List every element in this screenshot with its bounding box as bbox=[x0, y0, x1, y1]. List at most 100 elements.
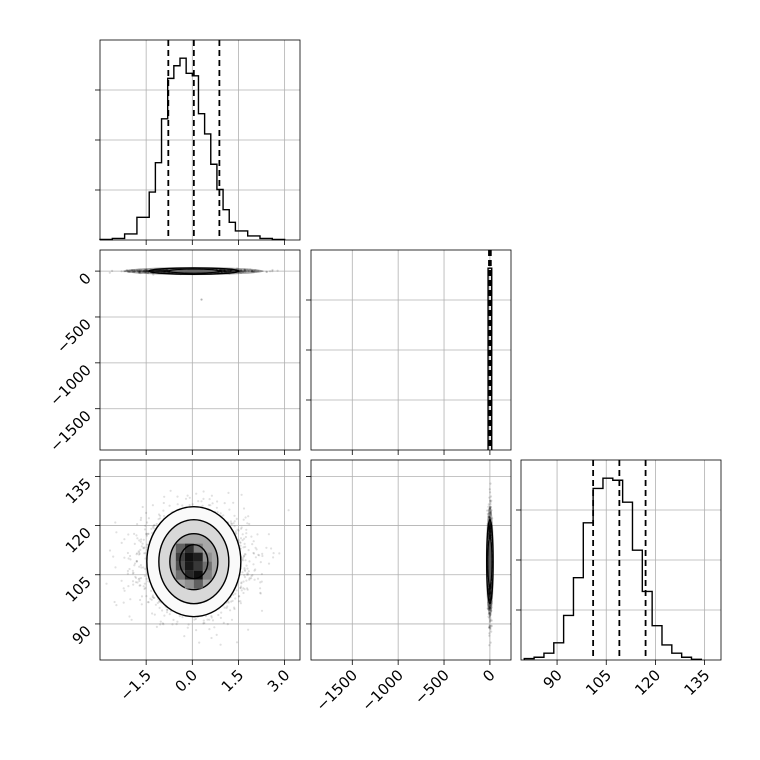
sample-point bbox=[145, 577, 148, 580]
sample-point bbox=[194, 269, 197, 272]
sample-point bbox=[129, 554, 132, 558]
sample-point bbox=[206, 269, 209, 273]
sample-point bbox=[182, 270, 185, 273]
sample-point bbox=[192, 270, 195, 274]
sample-point bbox=[489, 556, 492, 559]
sample-point bbox=[138, 539, 141, 542]
sample-point bbox=[157, 513, 161, 516]
sample-point bbox=[186, 270, 190, 273]
sample-point bbox=[192, 270, 195, 273]
sample-point bbox=[488, 573, 492, 576]
sample-point bbox=[186, 269, 189, 272]
sample-point bbox=[241, 558, 244, 561]
sample-point bbox=[488, 559, 491, 562]
sample-point bbox=[163, 495, 166, 498]
sample-point bbox=[152, 527, 155, 530]
panel-p1-p2: −1500−1000 −500 0 bbox=[306, 459, 512, 715]
sample-point bbox=[488, 558, 491, 562]
sample-point bbox=[489, 506, 492, 509]
sample-point bbox=[152, 270, 155, 273]
sample-point bbox=[145, 270, 148, 273]
sample-point bbox=[191, 269, 194, 272]
sample-point bbox=[158, 270, 161, 273]
sample-point bbox=[133, 270, 136, 273]
sample-point bbox=[145, 595, 148, 598]
sample-point bbox=[487, 588, 491, 591]
sample-point bbox=[147, 517, 150, 520]
sample-point bbox=[226, 605, 229, 608]
sample-point bbox=[488, 579, 491, 582]
sample-point bbox=[163, 271, 166, 274]
sample-point bbox=[489, 571, 492, 575]
panel-hist-p2: 90 105 120 135 bbox=[516, 459, 722, 699]
sample-point bbox=[488, 566, 491, 570]
sample-point bbox=[174, 270, 177, 273]
sample-point bbox=[220, 269, 223, 273]
sample-point bbox=[195, 269, 198, 273]
sample-point bbox=[489, 499, 492, 502]
sample-point bbox=[179, 269, 183, 272]
sample-point bbox=[171, 623, 174, 626]
sample-point bbox=[166, 269, 169, 272]
sample-point bbox=[489, 560, 492, 564]
sample-point bbox=[140, 516, 143, 520]
sample-point bbox=[489, 587, 492, 590]
sample-point bbox=[213, 626, 216, 629]
sample-point bbox=[220, 611, 223, 614]
sample-point bbox=[176, 270, 179, 273]
sample-point bbox=[489, 551, 492, 555]
sample-point bbox=[488, 549, 491, 552]
sample-point bbox=[220, 270, 223, 273]
sample-point bbox=[142, 538, 145, 541]
sample-point bbox=[222, 269, 225, 272]
sample-point bbox=[188, 269, 191, 273]
sample-point bbox=[186, 269, 189, 272]
sample-point bbox=[195, 269, 198, 272]
sample-point bbox=[260, 572, 263, 576]
sample-point bbox=[136, 581, 139, 584]
sample-point bbox=[174, 269, 177, 272]
sample-point bbox=[195, 270, 198, 273]
sample-point bbox=[181, 270, 184, 273]
sample-point bbox=[219, 269, 222, 272]
sample-point bbox=[163, 269, 167, 273]
sample-point bbox=[198, 269, 201, 273]
sample-point bbox=[140, 566, 143, 569]
sample-point bbox=[488, 552, 492, 555]
sample-point bbox=[182, 269, 185, 273]
sample-point bbox=[185, 269, 189, 272]
sample-point bbox=[194, 270, 197, 273]
sample-point bbox=[185, 270, 188, 273]
sample-point bbox=[489, 533, 492, 536]
sample-point bbox=[257, 269, 260, 273]
sample-point bbox=[489, 573, 492, 576]
sample-point bbox=[202, 270, 205, 273]
sample-point bbox=[489, 495, 493, 498]
sample-point bbox=[156, 270, 159, 273]
sample-point bbox=[192, 269, 195, 272]
sample-point bbox=[228, 269, 231, 273]
sample-point bbox=[231, 270, 234, 273]
sample-point bbox=[177, 270, 180, 273]
sample-point bbox=[488, 559, 491, 562]
sample-point bbox=[201, 269, 204, 272]
sample-point bbox=[223, 270, 226, 273]
sample-point bbox=[146, 532, 150, 535]
sample-point bbox=[131, 270, 135, 273]
sample-point bbox=[206, 269, 209, 272]
sample-point bbox=[488, 534, 492, 537]
sample-point bbox=[489, 562, 492, 565]
sample-point bbox=[223, 269, 227, 272]
sample-point bbox=[240, 269, 243, 272]
sample-point bbox=[488, 558, 491, 562]
contour-inner bbox=[168, 268, 220, 274]
sample-point bbox=[184, 270, 187, 273]
sample-point bbox=[488, 588, 491, 591]
sample-point bbox=[252, 551, 255, 555]
sample-point bbox=[187, 269, 190, 272]
sample-point bbox=[489, 530, 492, 533]
sample-point bbox=[166, 269, 169, 273]
sample-point bbox=[220, 270, 223, 273]
sample-point bbox=[487, 603, 490, 606]
sample-point bbox=[488, 562, 491, 565]
